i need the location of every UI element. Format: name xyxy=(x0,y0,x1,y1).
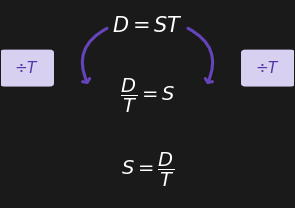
Text: $D = ST$: $D = ST$ xyxy=(112,16,183,36)
Text: $\div T$: $\div T$ xyxy=(14,60,40,76)
Text: $S = \dfrac{D}{T}$: $S = \dfrac{D}{T}$ xyxy=(121,151,174,189)
Text: $\dfrac{D}{T} = S$: $\dfrac{D}{T} = S$ xyxy=(120,77,175,115)
FancyBboxPatch shape xyxy=(0,50,54,87)
FancyBboxPatch shape xyxy=(241,50,295,87)
Text: $\div T$: $\div T$ xyxy=(255,60,281,76)
